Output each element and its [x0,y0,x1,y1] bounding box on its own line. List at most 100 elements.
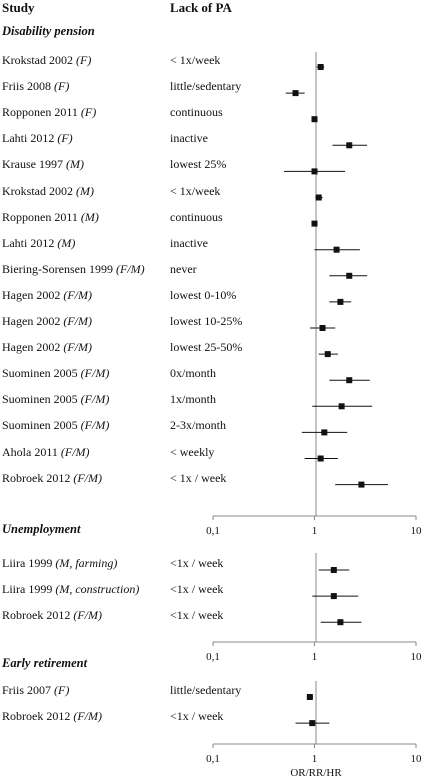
study-name: Liira 1999 [2,582,53,597]
study-label: Hagen 2002 (F/M) [2,340,92,354]
study-group: (M, construction) [55,582,140,597]
exposure-label: lowest 25-50% [170,340,243,355]
exposure-label: < 1x/week [170,53,221,67]
study-name: Friis 2007 [2,683,52,697]
study-label: Friis 2007 (F) [2,683,69,697]
exposure-label: lowest 10-25% [170,314,243,328]
study-group: (F) [57,131,73,146]
study-name: Lahti 2012 [2,131,55,146]
point-estimate [337,298,344,305]
study-group: (F/M) [63,340,92,355]
study-name: Hagen 2002 [2,287,61,302]
study-group: (F) [80,105,97,120]
point-estimate [317,64,324,70]
study-group: (F/M) [115,261,145,276]
x-tick-label: 10 [411,753,423,765]
study-name: Suominen 2005 [2,392,78,407]
study-label: Ahola 2011 (F/M) [2,445,90,459]
study-label: Suominen 2005 (F/M) [2,392,109,406]
x-tick-label: 0,1 [206,525,220,537]
study-name: Hagen 2002 [2,314,61,328]
point-estimate [311,220,318,227]
study-group: (F/M) [63,314,92,328]
study-name: Biering-Sorensen 1999 [2,261,113,276]
study-label: Krokstad 2002 (F) [2,53,91,67]
point-estimate [333,246,340,253]
point-estimate [330,567,337,573]
exposure-column-header: Lack of PA [170,0,232,15]
point-estimate [319,325,326,331]
section-title: Early retirement [2,656,88,670]
point-estimate [315,194,322,201]
study-name: Robroek 2012 [2,470,71,485]
point-estimate [346,272,353,279]
study-name: Ropponen 2011 [2,105,78,120]
x-tick-label: 1 [312,525,318,537]
exposure-label: inactive [170,131,208,146]
point-estimate [306,694,313,700]
study-column-header: Study [2,0,35,15]
study-label: Ropponen 2011 (M) [2,210,99,224]
point-estimate [321,429,328,436]
study-group: (F/M) [63,287,92,302]
study-group: (F) [54,683,70,697]
study-label: Lahti 2012 (F) [2,131,73,145]
study-name: Hagen 2002 [2,340,61,355]
study-group: (M) [57,235,76,250]
study-group: (F/M) [60,444,90,459]
point-estimate [330,593,337,600]
study-name: Krokstad 2002 [2,183,73,198]
exposure-label: inactive [170,235,208,250]
study-label: Krokstad 2002 (M) [2,184,94,198]
point-estimate [358,481,365,488]
exposure-label: lowest 0-10% [170,287,237,302]
point-estimate [346,377,353,384]
study-group: (F/M) [73,709,102,724]
point-estimate [337,619,344,626]
study-group: (M, farming) [55,556,118,570]
exposure-label: little/sedentary [170,79,242,94]
exposure-label: <1x / week [170,608,224,623]
x-tick-label: 1 [312,753,318,765]
exposure-label: 1x/month [170,392,217,407]
x-tick-label: 0,1 [206,753,220,765]
study-label: Liira 1999 (M, construction) [2,582,139,596]
study-group: (M) [65,157,84,172]
study-name: Robroek 2012 [2,608,71,623]
study-label: Suominen 2005 (F/M) [2,418,109,432]
study-label: Hagen 2002 (F/M) [2,314,92,328]
study-name: Krokstad 2002 [2,53,73,67]
study-label: Robroek 2012 (F/M) [2,608,102,622]
x-tick-label: 10 [411,525,423,537]
point-estimate [292,90,299,97]
x-tick-label: 10 [411,651,423,663]
point-estimate [309,720,316,727]
x-axis-title: OR/RR/HR [290,767,342,779]
point-estimate [311,168,318,175]
point-estimate [311,116,318,123]
point-estimate [346,142,353,149]
study-name: Suominen 2005 [2,366,78,381]
study-label: Biering-Sorensen 1999 (F/M) [2,262,145,276]
exposure-label: < 1x/week [170,183,221,198]
study-group: (F/M) [80,418,110,433]
study-name: Ropponen 2011 [2,209,78,224]
study-group: (M) [76,183,94,198]
study-name: Suominen 2005 [2,418,78,433]
study-label: Robroek 2012 (F/M) [2,471,102,485]
study-label: Lahti 2012 (M) [2,236,75,250]
study-label: Krause 1997 (M) [2,157,84,171]
study-label: Friis 2008 (F) [2,79,69,93]
study-label: Robroek 2012 (F/M) [2,709,102,723]
study-label: Liira 1999 (M, farming) [2,556,117,570]
section-title: Unemployment [2,522,81,536]
study-group: (M) [80,209,99,224]
exposure-label: < 1x / week [170,470,227,485]
study-name: Lahti 2012 [2,235,55,250]
study-group: (F/M) [73,470,102,485]
exposure-label: 2-3x/month [170,418,226,433]
x-tick-label: 0,1 [206,651,220,663]
exposure-label: never [170,261,197,276]
